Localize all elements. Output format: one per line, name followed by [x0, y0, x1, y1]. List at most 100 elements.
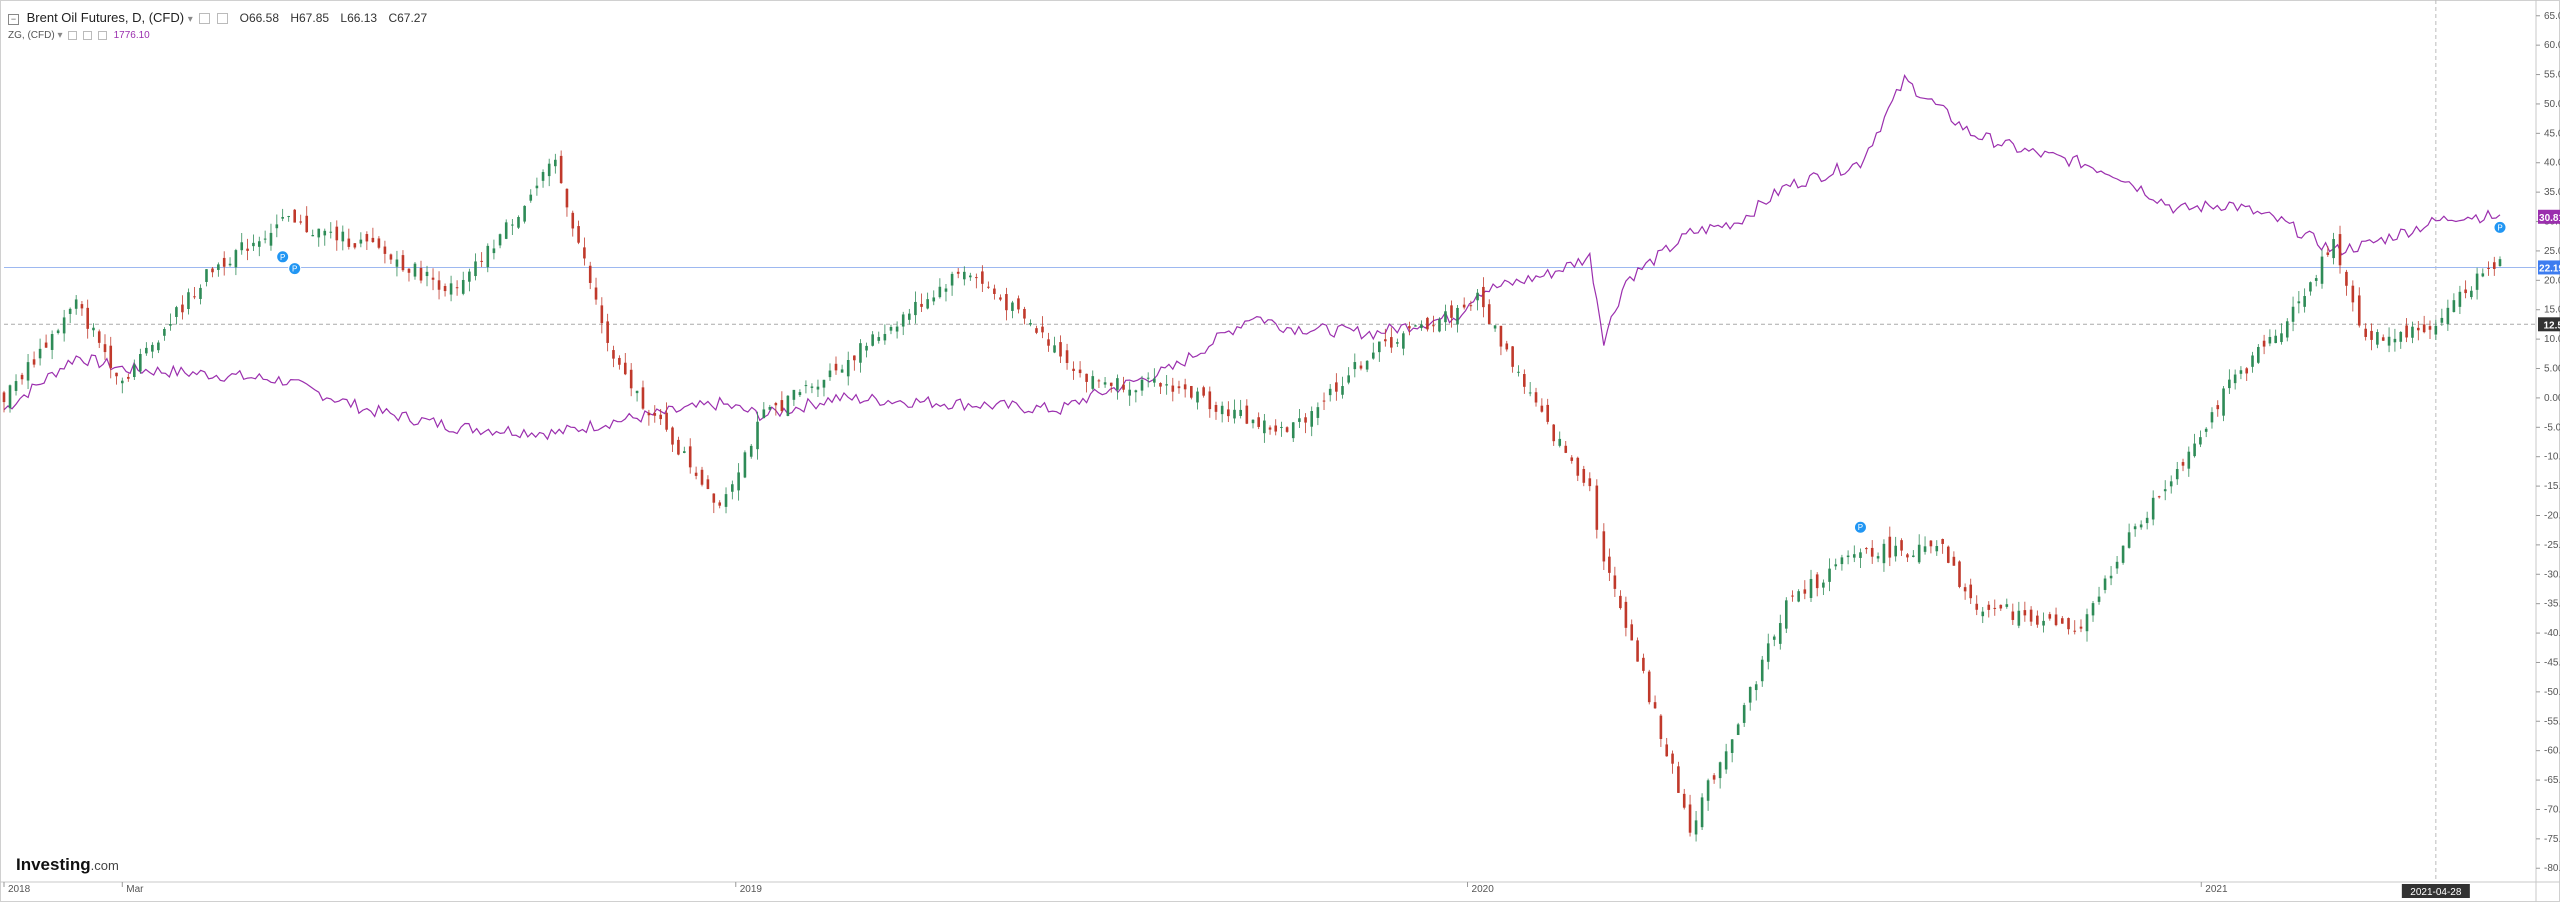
candle-down: [1005, 294, 1008, 311]
candle-down: [1059, 342, 1062, 357]
candle-up: [275, 224, 279, 229]
candle-up: [877, 337, 881, 341]
candle-down: [1227, 409, 1230, 417]
event-marker-2018b-label: P: [292, 265, 297, 274]
candle-down: [588, 265, 592, 283]
candle-up: [1341, 386, 1344, 395]
candle-up: [822, 379, 826, 388]
overlay-dropdown-icon[interactable]: ▾: [57, 30, 63, 41]
candle-down: [1017, 298, 1020, 310]
candle-down: [2262, 340, 2266, 347]
candle-down: [975, 277, 978, 279]
candle-up: [1718, 762, 1722, 779]
candle-up: [2151, 497, 2155, 520]
candle-up: [2434, 325, 2438, 335]
candle-up: [1778, 623, 1782, 644]
candle-up: [2446, 307, 2450, 325]
event-marker-2018b[interactable]: [288, 262, 302, 276]
candle-up: [743, 452, 747, 478]
overlay-settings-icon[interactable]: [68, 30, 78, 40]
candle-down: [1791, 595, 1794, 597]
candle-up: [2193, 443, 2196, 457]
candle-up: [50, 334, 54, 350]
logo-suffix: .com: [90, 858, 119, 873]
event-marker-2020[interactable]: [1853, 520, 1867, 534]
candle-down: [2326, 252, 2330, 255]
candle-up: [474, 261, 477, 277]
candle-down: [1682, 793, 1686, 808]
ohlc-values: O66.58 H67.85 L66.13 C67.27: [240, 11, 428, 25]
candle-up: [1011, 302, 1014, 311]
candle-up: [2393, 338, 2397, 343]
candle-down: [2492, 262, 2496, 269]
candle-down: [86, 307, 90, 329]
candle-up: [786, 395, 790, 416]
low-value: L66.13: [340, 11, 378, 25]
candle-up: [2127, 532, 2131, 548]
y-tick-label: -10.00%: [2544, 452, 2560, 463]
candle-down: [437, 280, 441, 290]
candle-down: [1426, 317, 1429, 330]
candle-up: [963, 271, 966, 280]
y-tick-label: -50.00%: [2544, 687, 2560, 698]
candle-down: [353, 243, 357, 248]
candle-up: [865, 345, 868, 351]
candle-down: [594, 287, 598, 300]
candle-down: [1408, 326, 1411, 329]
candle-down: [1630, 624, 1634, 641]
candle-down: [1619, 595, 1622, 609]
event-marker-2021[interactable]: [2493, 220, 2507, 234]
candle-up: [1923, 546, 1927, 552]
settings-icon[interactable]: [199, 13, 211, 25]
event-marker-2018[interactable]: [276, 250, 290, 264]
candle-up: [859, 343, 862, 363]
y-tick-label: -75.00%: [2544, 834, 2560, 845]
candle-up: [2399, 331, 2403, 342]
candle-up: [1822, 582, 1825, 588]
candle-up: [1140, 379, 1144, 391]
candle-up: [1730, 739, 1734, 753]
candle-down: [1665, 744, 1669, 757]
candle-up: [56, 330, 60, 333]
candle-down: [1642, 657, 1645, 671]
y-tick-label: -40.00%: [2544, 628, 2560, 639]
candle-down: [987, 286, 990, 288]
candle-up: [2376, 332, 2379, 345]
x-tick-label: Mar: [126, 884, 144, 895]
candle-down: [606, 321, 609, 343]
candle-down: [577, 226, 580, 243]
collapse-icon[interactable]: −: [8, 14, 19, 25]
candle-up: [932, 297, 936, 302]
candle-up: [2187, 451, 2191, 469]
candle-down: [2381, 337, 2385, 341]
open-value: O66.58: [239, 11, 279, 25]
candle-up: [792, 389, 796, 400]
price-badge-label: 30.81%: [2539, 213, 2560, 224]
candle-down: [1505, 343, 1509, 350]
candle-down: [1987, 604, 1991, 610]
candle-down: [641, 387, 645, 409]
event-marker-2018-label: P: [280, 253, 285, 262]
candle-up: [1353, 362, 1357, 370]
candle-up: [1846, 555, 1850, 558]
overlay-symbol[interactable]: ZG, (CFD): [8, 30, 55, 41]
y-tick-label: -25.00%: [2544, 540, 2560, 551]
overlay-remove-icon[interactable]: [97, 30, 107, 40]
candle-up: [840, 369, 844, 373]
candle-down: [1085, 373, 1088, 382]
instrument-dropdown-icon[interactable]: ▾: [187, 14, 193, 25]
candle-up: [281, 217, 284, 219]
candle-up: [554, 159, 557, 167]
candle-up: [2452, 300, 2456, 312]
hide-icon[interactable]: [217, 13, 228, 25]
candle-up: [683, 451, 686, 453]
candle-up: [2332, 239, 2335, 259]
candle-up: [756, 421, 759, 450]
candle-up: [38, 348, 42, 359]
candle-down: [103, 344, 107, 353]
overlay-hide-icon[interactable]: [83, 30, 93, 40]
instrument-title[interactable]: Brent Oil Futures, D, (CFD): [26, 10, 185, 25]
candle-up: [175, 307, 178, 317]
